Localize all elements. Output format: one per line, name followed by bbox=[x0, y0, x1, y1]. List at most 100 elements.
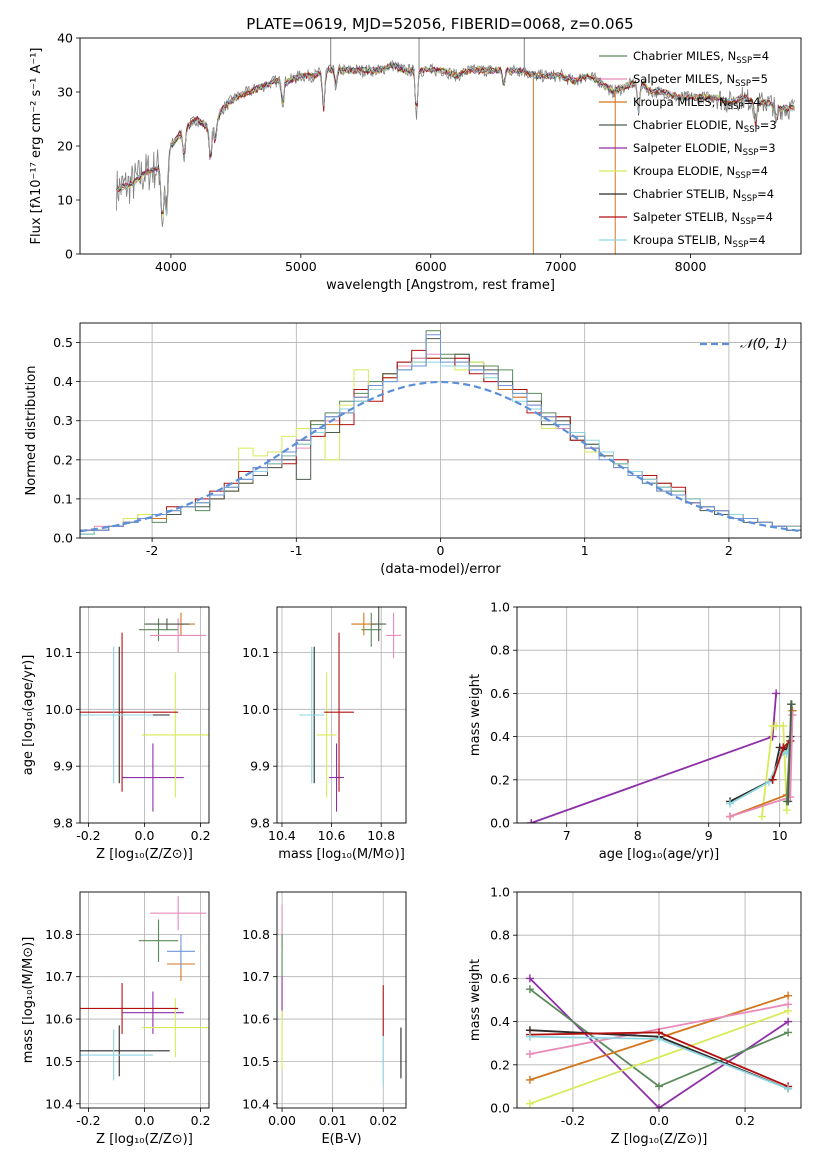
weight_vs_Z-marker bbox=[655, 1104, 663, 1108]
age_vs_mass-panel: 10.4 10.6 10.8 9.8 9.9 10.0 10.1 mass [log₁₀(M/… bbox=[242, 606, 407, 862]
age_vs_Z-frame bbox=[79, 606, 210, 824]
age_vs_mass-y-tick-label: 9.9 bbox=[250, 759, 270, 774]
mass_vs_Z-point bbox=[80, 1029, 153, 1081]
age_vs_mass-point bbox=[299, 646, 325, 784]
mass_vs_ebv-panel: 0.00 0.01 0.02 10.4 10.5 10.6 10.7 10.8 E(B-V) bbox=[242, 891, 407, 1147]
residuals-y-tick-label: 0.5 bbox=[53, 335, 73, 350]
spectrum-legend-subscript: SSP bbox=[728, 102, 744, 112]
age_vs_mass-x-tick-label: 10.6 bbox=[318, 828, 346, 843]
spectrum-legend-subscript: SSP bbox=[736, 56, 752, 66]
age_vs_Z-y-tick-label: 9.8 bbox=[53, 816, 73, 831]
weight_vs_age-series-line bbox=[787, 704, 792, 802]
mass_vs_Z-y-label: mass [log₁₀(M/M⊙)] bbox=[21, 937, 36, 1064]
weight_vs_Z-y-tick-label: 0.8 bbox=[490, 928, 510, 943]
weight_vs_age-frame bbox=[516, 606, 802, 824]
residuals-histogram-step bbox=[80, 334, 801, 538]
weight_vs_Z-marker bbox=[784, 991, 793, 1000]
mass_vs_Z-panel: -0.2 0.0 0.2 10.4 10.5 10.6 10.7 10.8 Z [log₁₀(Z… bbox=[21, 891, 211, 1147]
mass_vs_ebv-x-tick-label: 0.02 bbox=[369, 1113, 397, 1128]
mass_vs_ebv-plot-area bbox=[281, 904, 402, 1087]
spectrum-panel: 4000 5000 6000 7000 8000 0 10 20 30 40 wavelength … bbox=[29, 31, 802, 293]
weight_vs_Z-marker bbox=[655, 1034, 663, 1043]
spectrum-legend-label: Salpeter ELODIE, NSSP=3 bbox=[633, 141, 776, 158]
weight_vs_age-panel: 7 8 9 10 0.0 0.2 0.4 0.6 0.8 1.0 age [log₁₀(age/yr… bbox=[468, 600, 802, 862]
mass_vs_ebv-x-label: E(B-V) bbox=[321, 1132, 361, 1147]
weight_vs_age-marker bbox=[779, 721, 788, 730]
residuals-y-tick-label: 0.1 bbox=[53, 491, 73, 506]
weight_vs_Z-frame bbox=[516, 891, 802, 1109]
age_vs_Z-point bbox=[122, 743, 184, 812]
weight_vs_age-x-label: age [log₁₀(age/yr)] bbox=[599, 847, 720, 862]
weight_vs_Z-series-line bbox=[529, 1009, 789, 1105]
mass_vs_ebv-y-tick-label: 10.7 bbox=[242, 969, 270, 984]
weight_vs_age-marker bbox=[768, 775, 777, 784]
spectrum-model-line bbox=[116, 60, 795, 216]
spectrum-legend-name: Salpeter STELIB, N bbox=[633, 210, 740, 224]
age_vs_mass-y-tick-label: 10.1 bbox=[242, 645, 270, 660]
spectrum-y-tick-label: 20 bbox=[57, 139, 73, 154]
weight_vs_Z-plot-area bbox=[525, 974, 793, 1108]
residuals-x-tick-label: 0 bbox=[437, 543, 445, 558]
residuals-y-label: Normed distribution bbox=[24, 366, 39, 496]
spectrum-legend-subscript: SSP bbox=[741, 194, 757, 204]
weight_vs_age-marker bbox=[726, 799, 734, 808]
weight_vs_age-series-line bbox=[530, 693, 777, 823]
spectrum-legend-nssp: =3 bbox=[759, 141, 776, 155]
age_vs_mass-grid bbox=[277, 607, 406, 824]
weight_vs_Z-y-tick-label: 1.0 bbox=[490, 885, 510, 900]
residuals-y-tick-label: 0.2 bbox=[53, 452, 73, 467]
weight_vs_Z-panel: -0.2 0.0 0.2 0.0 0.2 0.4 0.6 0.8 1.0 Z [log₁₀(Z/Z… bbox=[468, 885, 802, 1147]
weight_vs_Z-x-tick-label: 0.2 bbox=[735, 1113, 755, 1128]
age_vs_Z-y-tick-label: 10.0 bbox=[45, 702, 73, 717]
spectrum-legend-name: Chabrier MILES, N bbox=[633, 49, 736, 63]
spectrum-legend-name: Salpeter ELODIE, N bbox=[633, 141, 743, 155]
spectrum-legend-subscript: SSP bbox=[735, 79, 751, 89]
weight_vs_Z-marker bbox=[525, 1075, 534, 1084]
weight_vs_Z-marker bbox=[525, 1099, 534, 1108]
age_vs_mass-x-tick-label: 10.4 bbox=[268, 828, 296, 843]
figure-title: PLATE=0619, MJD=52056, FIBERID=0068, z=0… bbox=[246, 15, 633, 33]
mass_vs_Z-x-tick-label: -0.2 bbox=[76, 1113, 100, 1128]
spectrum-y-label: Flux [fλ10⁻¹⁷ erg cm⁻² s⁻¹ A⁻¹] bbox=[29, 48, 44, 245]
age_vs_mass-point bbox=[329, 743, 344, 812]
spectrum-x-tick-label: 6000 bbox=[415, 259, 447, 274]
age_vs_Z-point bbox=[144, 618, 190, 630]
spectrum-legend-nssp: =4 bbox=[756, 210, 773, 224]
weight_vs_Z-grid bbox=[517, 891, 801, 1109]
weight_vs_age-plot-area bbox=[527, 689, 797, 823]
mass_vs_Z-point bbox=[122, 991, 184, 1034]
spectrum-y-tick-label: 10 bbox=[57, 193, 73, 208]
weight_vs_age-marker bbox=[726, 812, 734, 821]
spectrum-legend-label: Chabrier STELIB, NSSP=4 bbox=[633, 187, 774, 204]
spectrum-legend-subscript: SSP bbox=[744, 125, 760, 135]
mass_vs_Z-y-tick-label: 10.8 bbox=[45, 927, 73, 942]
weight_vs_Z-marker bbox=[655, 1082, 663, 1091]
weight_vs_age-x-tick-label: 8 bbox=[634, 828, 642, 843]
weight_vs_Z-x-tick-label: 0.0 bbox=[649, 1113, 669, 1128]
spectrum-x-tick-label: 5000 bbox=[285, 259, 317, 274]
spectrum-x-tick-label: 4000 bbox=[155, 259, 187, 274]
age_vs_Z-x-tick-label: 0.2 bbox=[191, 828, 211, 843]
age_vs_mass-y-tick-label: 9.8 bbox=[250, 816, 270, 831]
weight_vs_age-series-line bbox=[729, 736, 792, 803]
spectrum-x-tick-label: 7000 bbox=[545, 259, 577, 274]
residuals-y-tick-label: 0.4 bbox=[53, 374, 73, 389]
weight_vs_Z-y-tick-label: 0.4 bbox=[490, 1014, 510, 1029]
weight_vs_Z-x-label: Z [log₁₀(Z/Z⊙)] bbox=[611, 1132, 708, 1147]
weight_vs_age-y-tick-label: 0.4 bbox=[490, 729, 510, 744]
spectrum-data-line bbox=[116, 59, 795, 227]
mass_vs_Z-y-tick-label: 10.6 bbox=[45, 1012, 73, 1027]
mass_vs_Z-y-tick-label: 10.5 bbox=[45, 1054, 73, 1069]
spectrum-legend-label: Chabrier MILES, NSSP=4 bbox=[633, 49, 769, 66]
spectrum-legend-label: Kroupa MILES, NSSP=4 bbox=[633, 95, 760, 112]
residuals-x-tick-label: 2 bbox=[725, 543, 733, 558]
mass_vs_Z-point bbox=[80, 983, 179, 1034]
age_vs_Z-plot-area bbox=[80, 612, 209, 812]
mass_vs_Z-point bbox=[166, 934, 195, 969]
weight_vs_age-marker bbox=[787, 700, 796, 709]
weight_vs_age-y-tick-label: 0.6 bbox=[490, 686, 510, 701]
spectrum-legend-subscript: SSP bbox=[743, 148, 759, 158]
age_vs_Z-point bbox=[141, 672, 209, 798]
age_vs_Z-panel: -0.2 0.0 0.2 9.8 9.9 10.0 10.1 Z [log₁₀(Z/Z⊙)] a… bbox=[21, 606, 211, 862]
weight_vs_age-marker bbox=[757, 812, 766, 821]
